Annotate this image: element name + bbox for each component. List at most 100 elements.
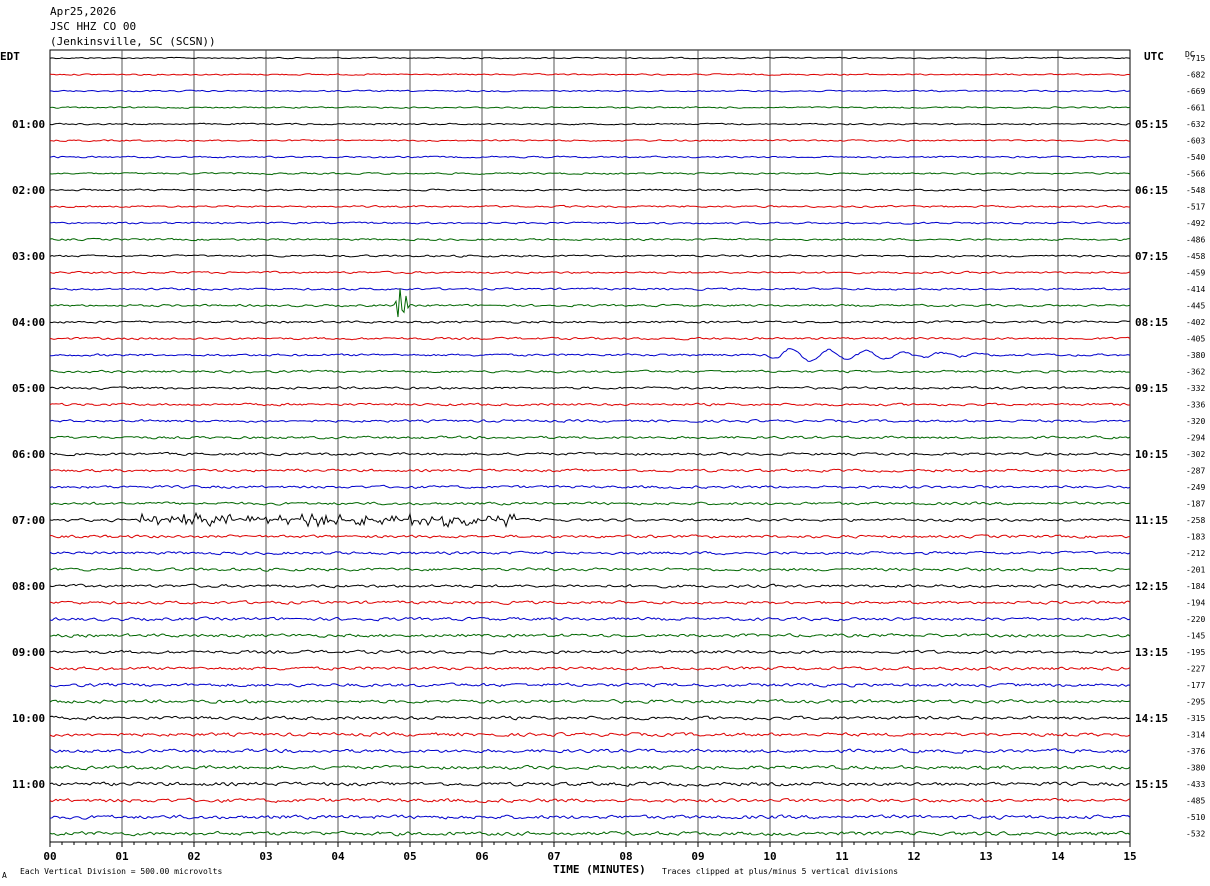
dc-offset-label: -184: [1186, 582, 1205, 591]
utc-hour-label: 08:15: [1135, 316, 1168, 329]
trace-5: [50, 139, 1131, 143]
dc-offset-label: -177: [1186, 681, 1205, 690]
dc-offset-label: -405: [1186, 335, 1205, 344]
left-zone-label: EDT: [0, 50, 20, 63]
utc-hour-label: 06:15: [1135, 184, 1168, 197]
trace-7: [49, 171, 1131, 176]
dc-offset-label: -548: [1186, 186, 1205, 195]
dc-offset-label: -249: [1186, 483, 1205, 492]
trace-37: [49, 665, 1131, 671]
trace-40: [49, 715, 1131, 721]
trace-33: [49, 600, 1131, 606]
edt-hour-label: 03:00: [12, 250, 45, 263]
x-tick-label: 05: [403, 850, 416, 863]
trace-13: [49, 270, 1131, 275]
utc-hour-label: 13:15: [1135, 646, 1168, 659]
edt-hour-label: 06:00: [12, 448, 45, 461]
trace-38: [49, 682, 1131, 688]
header-station: JSC HHZ CO 00: [50, 20, 137, 33]
trace-3: [49, 106, 1131, 109]
dc-offset-label: -258: [1186, 516, 1205, 525]
dc-offset-label: -314: [1186, 731, 1205, 740]
x-tick-label: 00: [43, 850, 56, 863]
trace-34: [49, 616, 1131, 622]
trace-15: [49, 288, 1131, 318]
dc-offset-label: -302: [1186, 450, 1205, 459]
edt-hour-label: 05:00: [12, 382, 45, 395]
utc-hour-label: 05:15: [1135, 118, 1168, 131]
trace-43: [49, 764, 1131, 771]
trace-46: [49, 814, 1131, 820]
trace-29: [49, 534, 1131, 539]
trace-23: [49, 435, 1131, 440]
edt-hour-label: 10:00: [12, 712, 45, 725]
dc-offset-label: -682: [1186, 71, 1205, 80]
dc-offset-label: -376: [1186, 747, 1205, 756]
dc-offset-label: -459: [1186, 269, 1205, 278]
x-tick-label: 06: [475, 850, 489, 863]
dc-offset-label: -445: [1186, 302, 1205, 311]
scale-note: Each Vertical Division = 500.00 microvol…: [20, 867, 222, 876]
dc-offset-label: -362: [1186, 368, 1205, 377]
trace-45: [49, 797, 1131, 804]
edt-hour-label: 01:00: [12, 118, 45, 131]
dc-offset-label: -632: [1186, 120, 1205, 129]
dc-offset-label: -433: [1186, 780, 1205, 789]
trace-20: [49, 386, 1131, 391]
dc-offset-label: -380: [1186, 351, 1205, 360]
x-tick-label: 01: [115, 850, 129, 863]
x-tick-label: 13: [979, 850, 992, 863]
trace-27: [49, 501, 1130, 506]
utc-hour-label: 10:15: [1135, 448, 1168, 461]
dc-offset-label: -603: [1186, 137, 1205, 146]
dc-offset-label: -661: [1186, 104, 1205, 113]
trace-22: [49, 418, 1131, 424]
x-tick-label: 15: [1123, 850, 1136, 863]
trace-4: [49, 122, 1131, 126]
x-tick-label: 11: [835, 850, 849, 863]
dc-offset-label: -485: [1186, 797, 1205, 806]
trace-16: [49, 320, 1131, 324]
trace-39: [49, 698, 1131, 704]
edt-hour-label: 02:00: [12, 184, 45, 197]
dc-offset-label: -414: [1186, 285, 1205, 294]
trace-35: [49, 633, 1131, 638]
x-tick-label: 08: [619, 850, 632, 863]
edt-hour-label: 07:00: [12, 514, 45, 527]
trace-0: [49, 56, 1131, 60]
dc-offset-label: -402: [1186, 318, 1205, 327]
axis-labels: -715 -682 -669 -661 -632 -603 -540 -566 -548 -517…: [12, 54, 1205, 863]
utc-hour-label: 14:15: [1135, 712, 1168, 725]
dc-offset-label: -320: [1186, 417, 1205, 426]
trace-47: [49, 830, 1131, 837]
dc-offset-label: -380: [1186, 764, 1205, 773]
trace-44: [49, 781, 1131, 787]
edt-hour-label: 08:00: [12, 580, 45, 593]
x-tick-label: 07: [547, 850, 560, 863]
trace-11: [49, 237, 1131, 242]
dc-offset-label: -532: [1186, 830, 1205, 839]
header-location: (Jenkinsville, SC (SCSN)): [50, 35, 216, 48]
trace-12: [49, 254, 1131, 258]
trace-24: [49, 451, 1131, 457]
plot-grid: [49, 49, 1131, 843]
x-tick-label: 14: [1051, 850, 1065, 863]
dc-offset-label: -201: [1186, 566, 1205, 575]
utc-hour-label: 15:15: [1135, 778, 1168, 791]
x-tick-label: 04: [331, 850, 345, 863]
trace-8: [49, 188, 1131, 192]
edt-hour-label: 09:00: [12, 646, 45, 659]
trace-25: [49, 468, 1131, 473]
dc-offset-label: -540: [1186, 153, 1205, 162]
trace-30: [49, 550, 1131, 556]
right-zone-label: UTC: [1144, 50, 1164, 63]
dc-offset-label: -220: [1186, 615, 1205, 624]
trace-31: [49, 567, 1131, 572]
dc-offset-label: -517: [1186, 203, 1205, 212]
trace-10: [50, 221, 1131, 225]
x-axis-label: TIME (MINUTES): [553, 863, 646, 876]
dc-offset-label: -187: [1186, 500, 1205, 509]
x-tick-label: 02: [187, 850, 200, 863]
dc-offset-label: -715: [1186, 54, 1205, 63]
edt-hour-label: 11:00: [12, 778, 45, 791]
